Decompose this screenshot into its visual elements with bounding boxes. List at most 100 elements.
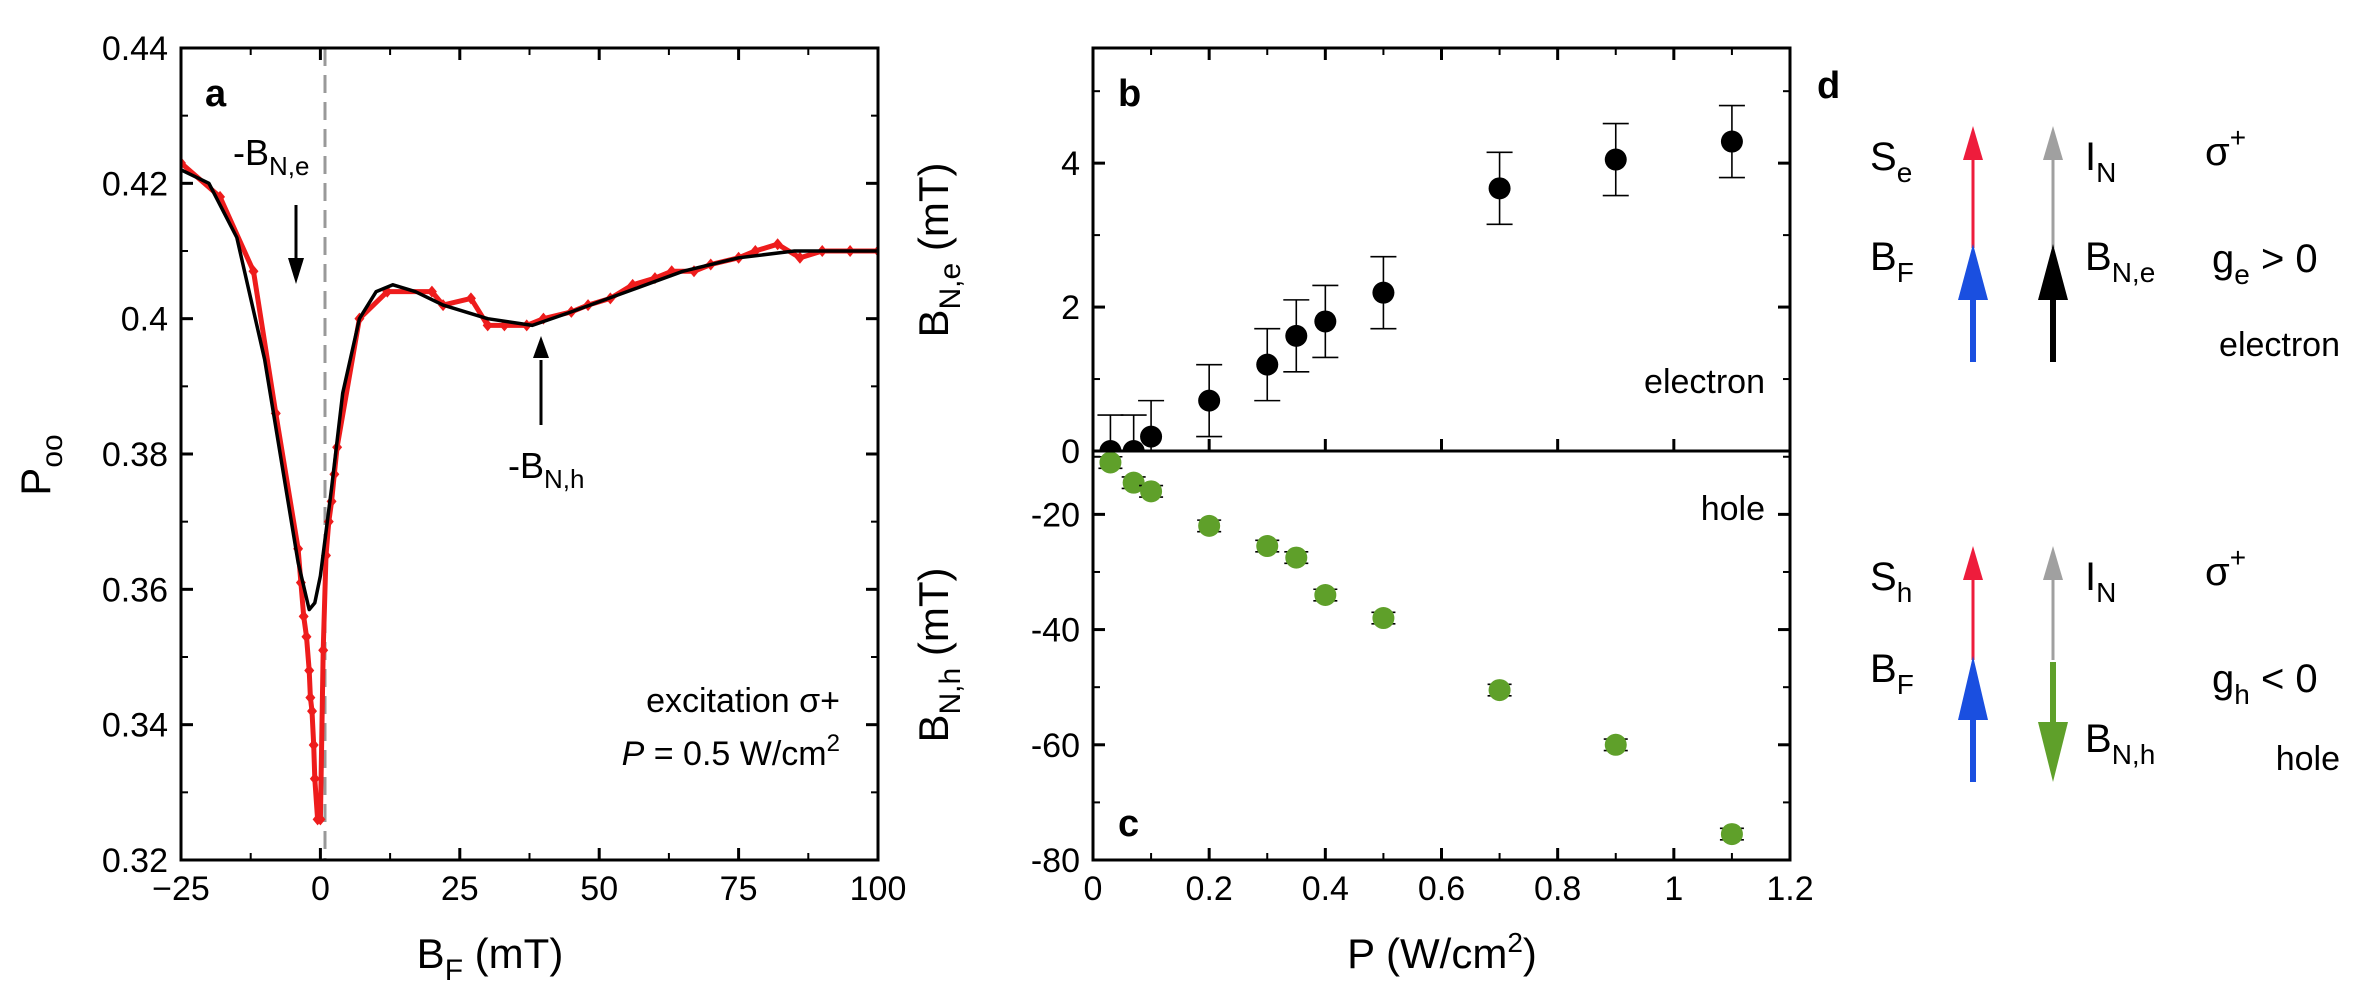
hole-diagram: Sh BF IN BN,h σ+ gh < 0 hole: [1870, 542, 2340, 782]
data-point: [1099, 440, 1122, 451]
electron-bn-label: BN,e: [2085, 235, 2155, 288]
electron-nuclear-arrowhead: [2043, 126, 2063, 160]
data-point: [1122, 440, 1145, 451]
fit-curve: [181, 168, 878, 612]
electron-g-label: ge > 0: [2212, 237, 2318, 290]
c-y-tick-label: -20: [1031, 496, 1080, 534]
y-tick-label: 0.4: [121, 301, 168, 339]
panel-c-ylabel: BN,h (mT): [910, 568, 967, 743]
measured-point: [315, 813, 326, 826]
data-point: [1604, 733, 1627, 756]
panel-a-ylabel: Poo: [12, 434, 69, 495]
x-tick-label: 0.4: [1302, 870, 1349, 908]
x-tick-label: 75: [720, 870, 758, 908]
measured-point: [772, 238, 783, 251]
measured-point: [465, 292, 476, 305]
data-point: [1256, 353, 1279, 376]
bne-annotation: -BN,e: [233, 132, 309, 181]
x-tick-label: 1.2: [1766, 870, 1813, 908]
hole-g-label: gh < 0: [2212, 657, 2318, 710]
x-tick-label: 0.2: [1186, 870, 1233, 908]
b-y-tick-label: 4: [1061, 145, 1080, 183]
x-tick-label: 100: [850, 870, 907, 908]
x-tick-label: 0: [1084, 870, 1103, 908]
measured-point: [308, 738, 319, 751]
panel-c-xlabel: P (W/cm2): [1347, 927, 1537, 977]
y-tick-label: 0.44: [102, 30, 168, 68]
data-point: [1488, 679, 1511, 702]
y-tick-label: 0.32: [102, 842, 168, 880]
hole-bn-arrowhead: [2038, 722, 2068, 782]
electron-bn-arrowhead: [2038, 244, 2068, 300]
measured-point: [318, 644, 329, 657]
hole-bf-arrowhead: [1958, 656, 1988, 720]
data-point: [1198, 389, 1221, 412]
data-point: [1099, 451, 1122, 474]
electron-diagram: Se BF IN BN,e σ+ ge > 0 electron: [1870, 122, 2340, 364]
hole-spin-arrowhead: [1963, 546, 1983, 580]
panel-c-legend: hole: [1701, 490, 1765, 528]
data-point: [1488, 177, 1511, 200]
panel-b-label: b: [1118, 73, 1141, 115]
y-tick-label: 0.36: [102, 571, 168, 609]
data-point: [1140, 425, 1163, 448]
panel-a-label: a: [205, 73, 227, 115]
measured-point: [305, 691, 316, 704]
electron-i-label: IN: [2085, 135, 2116, 188]
data-point: [1314, 584, 1337, 607]
panel-c-label: c: [1118, 803, 1139, 845]
panel-b-ylabel: BN,e (mT): [910, 163, 967, 338]
panel-a-xlabel: BF (mT): [417, 930, 564, 987]
measured-point: [426, 285, 437, 298]
bnh-arrowhead: [533, 336, 549, 358]
x-tick-label: 1: [1664, 870, 1683, 908]
x-tick-label: −25: [152, 870, 210, 908]
c-y-tick-label: -60: [1031, 727, 1080, 765]
measured-point: [307, 705, 318, 718]
excitation-label: excitation σ+: [646, 682, 840, 720]
power-label: P = 0.5 W/cm2: [622, 730, 840, 773]
b-y-tick-label: 0: [1061, 433, 1080, 471]
x-tick-label: 0: [311, 870, 330, 908]
data-point: [1285, 324, 1308, 347]
c-y-tick-label: -80: [1031, 842, 1080, 880]
panel-b-legend: electron: [1644, 363, 1765, 401]
electron-bf-arrowhead: [1958, 244, 1988, 300]
electron-caption: electron: [2219, 326, 2340, 364]
data-point: [1720, 130, 1743, 153]
hole-sigma-label: σ+: [2205, 542, 2246, 594]
measured-point: [309, 772, 320, 785]
x-tick-label: 0.8: [1534, 870, 1581, 908]
electron-s-label: Se: [1870, 135, 1912, 188]
panel-bc: 0 0.2 0.4 0.6 0.8 1 1.2 0 2 4 -80 -60 -40 -20 b c ele…: [910, 46, 1814, 977]
hole-i-label: IN: [2085, 555, 2116, 608]
data-point: [1372, 607, 1395, 630]
y-tick-label: 0.34: [102, 707, 168, 745]
hole-bf-label: BF: [1870, 647, 1914, 700]
measured-point: [301, 630, 312, 643]
hole-nuclear-arrowhead: [2043, 546, 2063, 580]
panel-bc-frame: [1091, 46, 1792, 862]
bne-arrowhead: [288, 258, 304, 284]
measured-point: [482, 319, 493, 332]
b-y-tick-label: 2: [1061, 289, 1080, 327]
x-tick-label: 50: [580, 870, 618, 908]
data-point: [1198, 514, 1221, 537]
measured-point: [248, 265, 259, 278]
data-point: [1604, 148, 1627, 171]
data-point: [1720, 823, 1743, 846]
panel-d-label: d: [1817, 65, 1840, 107]
data-point: [1314, 310, 1337, 333]
y-tick-label: 0.38: [102, 436, 168, 474]
data-point: [1140, 480, 1163, 503]
hole-s-label: Sh: [1870, 555, 1912, 608]
electron-bf-label: BF: [1870, 235, 1914, 288]
panel-d: d Se BF IN BN,e σ+ ge > 0 electron Sh BF: [1817, 65, 2340, 782]
y-tick-label: 0.42: [102, 165, 168, 203]
electron-spin-arrowhead: [1963, 126, 1983, 160]
data-point: [1122, 471, 1145, 494]
data-point: [1372, 281, 1395, 304]
data-point: [1256, 535, 1279, 558]
panel-a: −25 0 25 50 75 100 0.32 0.34 0.36 0.38 0.4 0.42 0.44…: [12, 30, 906, 987]
